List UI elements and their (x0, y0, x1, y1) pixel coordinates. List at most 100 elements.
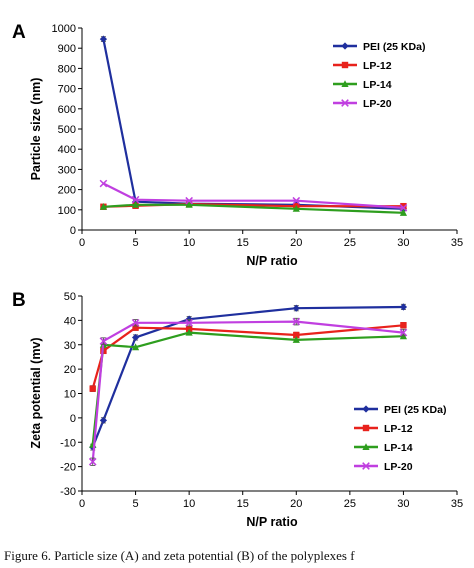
panel-label: A (12, 22, 26, 43)
x-tick-label: 25 (344, 498, 356, 510)
data-point-lp-14 (292, 204, 300, 212)
data-point-lp-12 (293, 331, 300, 339)
data-point-lp-20 (292, 196, 301, 205)
y-tick-label: 700 (58, 84, 76, 96)
legend-label-lp-14: LP-14 (363, 79, 392, 91)
y-tick-label: 30 (64, 340, 76, 352)
y-tick-label: 0 (70, 225, 76, 237)
series-line-lp-20 (91, 320, 404, 462)
x-tick-label: 5 (133, 237, 139, 249)
x-tick-label: 30 (397, 498, 409, 510)
data-point-lp-20 (399, 328, 408, 337)
series-line-lp-12 (91, 324, 404, 389)
legend-marker-pei-25-kda (362, 405, 370, 413)
y-tick-label: 600 (58, 104, 76, 116)
y-tick-label: 300 (58, 164, 76, 176)
data-point-lp-20 (292, 317, 301, 326)
y-axis-title: Zeta potential (mv) (29, 337, 43, 448)
data-point-lp-14 (185, 328, 193, 336)
x-tick-label: 10 (183, 498, 195, 510)
legend-label-lp-12: LP-12 (384, 423, 413, 435)
data-point-lp-20 (185, 196, 193, 205)
chart-panel-a: A 0 100 200 300 400 500 600 700 800 900 1000 0 5 10 15 2… (12, 22, 463, 268)
x-tick-label: 0 (79, 498, 85, 510)
y-tick-label: 800 (58, 63, 76, 75)
figure-caption: Figure 6. Particle size (A) and zeta pot… (4, 548, 355, 563)
panel-label: B (12, 290, 26, 311)
data-point-lp-20 (99, 179, 108, 188)
data-point-lp-12 (400, 202, 407, 210)
series-lp-12 (89, 322, 407, 392)
series-lp-20 (99, 179, 408, 212)
x-tick-label: 10 (183, 237, 195, 249)
x-tick-label: 0 (79, 237, 85, 249)
data-point-pei-25-kda (99, 416, 108, 424)
y-tick-label: 20 (64, 364, 76, 376)
data-point-lp-20 (99, 337, 108, 345)
y-tick-label: 400 (58, 144, 76, 156)
y-tick-label: 900 (58, 43, 76, 55)
legend-label-lp-12: LP-12 (363, 60, 392, 72)
y-tick-label: 40 (64, 315, 76, 327)
data-point-lp-14 (185, 200, 193, 208)
y-tick-label: -30 (60, 486, 76, 498)
data-point-lp-14 (131, 343, 140, 351)
x-tick-label: 20 (290, 498, 302, 510)
data-point-lp-20 (131, 318, 140, 327)
x-tick-label: 20 (290, 237, 302, 249)
legend: PEI (25 KDa) LP-12 LP-14 LP-20 (333, 41, 425, 110)
y-tick-label: 10 (64, 389, 76, 401)
legend-marker-lp-20 (362, 462, 370, 470)
series-pei-25-kda (99, 35, 408, 213)
series-lp-14 (99, 200, 408, 216)
legend-marker-lp-12 (362, 424, 370, 432)
legend-label-lp-14: LP-14 (384, 442, 413, 454)
legend-marker-lp-14 (341, 80, 349, 87)
x-tick-label: 15 (237, 237, 249, 249)
legend-label-pei-25-kda: PEI (25 KDa) (363, 41, 425, 53)
series-line-pei-25-kda (102, 38, 404, 210)
x-tick-label: 35 (451, 498, 463, 510)
y-tick-label: 0 (70, 413, 76, 425)
data-point-pei-25-kda (99, 35, 108, 43)
x-axis-title: N/P ratio (246, 254, 298, 268)
data-point-lp-12 (400, 322, 407, 329)
data-point-lp-12 (89, 385, 96, 392)
y-tick-label: -20 (60, 462, 76, 474)
y-axis-title: Particle size (nm) (29, 78, 43, 181)
legend-marker-lp-20 (341, 99, 349, 107)
y-tick-label: 100 (58, 205, 76, 217)
data-point-lp-20 (185, 318, 193, 327)
data-point-lp-14 (131, 200, 140, 208)
data-point-lp-12 (132, 324, 139, 331)
legend: PEI (25 KDa) LP-12 LP-14 LP-20 (354, 404, 446, 473)
legend-marker-lp-14 (362, 443, 370, 450)
data-point-pei-25-kda (292, 304, 300, 312)
x-tick-label: 5 (133, 498, 139, 510)
data-point-pei-25-kda (399, 303, 408, 311)
data-point-lp-14 (399, 209, 408, 216)
data-point-lp-20 (131, 195, 140, 204)
legend-label-lp-20: LP-20 (363, 98, 392, 110)
legend-marker-lp-12 (341, 61, 349, 69)
x-axis-title: N/P ratio (246, 515, 298, 529)
series-lp-14 (89, 328, 408, 448)
data-point-lp-20 (88, 457, 97, 466)
data-point-pei-25-kda (131, 333, 140, 342)
x-tick-label: 30 (397, 237, 409, 249)
series-lp-20 (88, 317, 408, 466)
y-tick-label: 200 (58, 185, 76, 197)
data-point-lp-14 (292, 336, 300, 343)
data-point-lp-20 (399, 203, 408, 212)
x-tick-label: 15 (237, 498, 249, 510)
y-tick-label: -10 (60, 437, 76, 449)
data-point-lp-14 (99, 202, 108, 210)
legend-marker-pei-25-kda (341, 42, 349, 50)
y-tick-label: 50 (64, 291, 76, 303)
legend-label-lp-20: LP-20 (384, 461, 413, 473)
y-tick-label: 1000 (52, 23, 76, 35)
chart-panel-b: B -30 -20 -10 0 10 20 30 40 50 0 5 10 15 20 25 30 35 N/P r… (12, 290, 463, 529)
x-tick-label: 25 (344, 237, 356, 249)
y-tick-label: 500 (58, 124, 76, 136)
